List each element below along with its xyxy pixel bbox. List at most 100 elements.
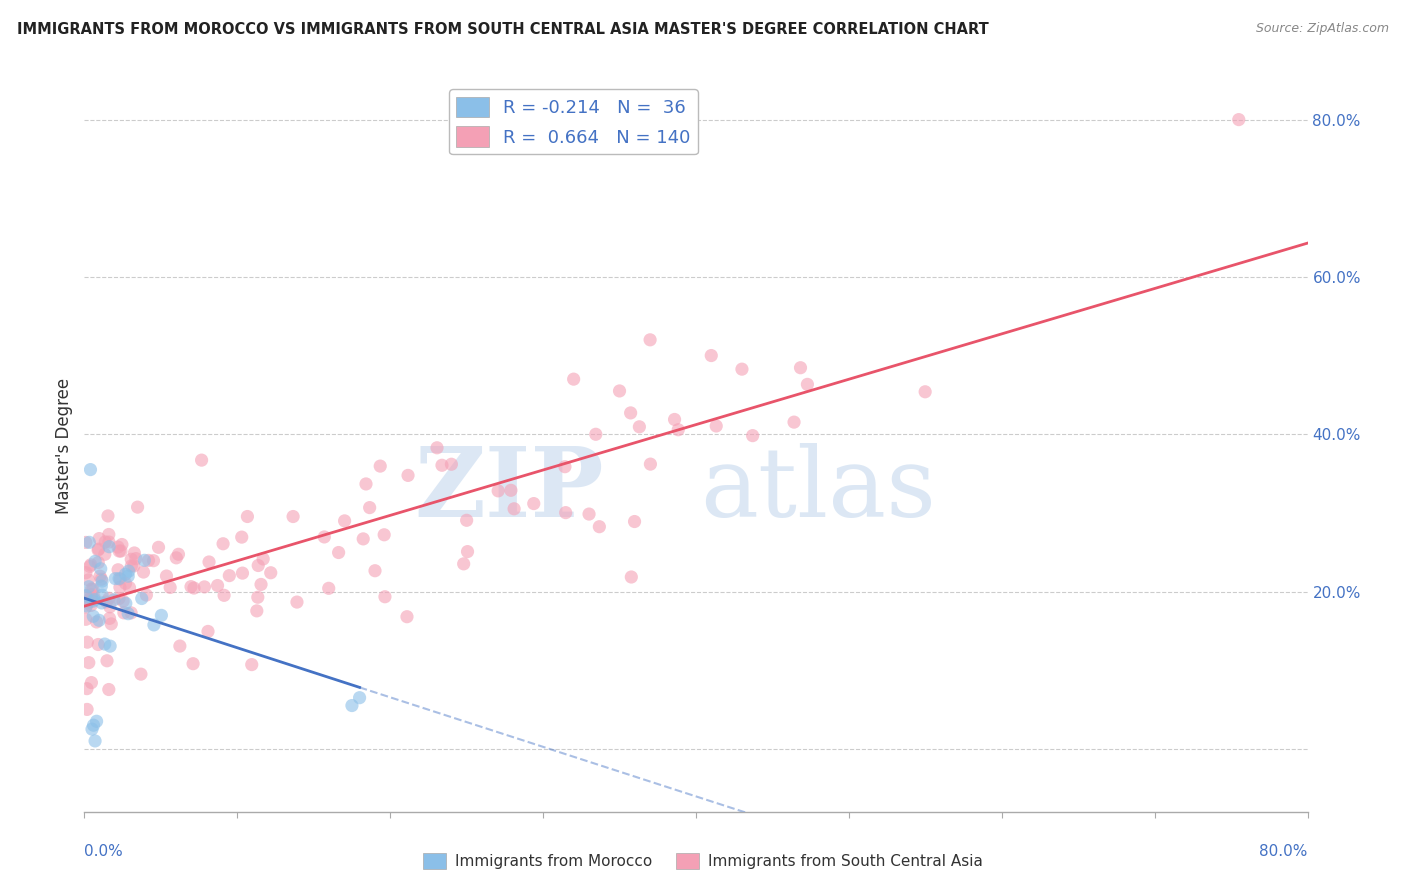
Text: IMMIGRANTS FROM MOROCCO VS IMMIGRANTS FROM SOUTH CENTRAL ASIA MASTER'S DEGREE CO: IMMIGRANTS FROM MOROCCO VS IMMIGRANTS FR… <box>17 22 988 37</box>
Point <box>120 552 142 566</box>
Point <box>456 513 478 527</box>
Point <box>80 722 103 736</box>
Point <box>112 594 135 608</box>
Point <box>314 530 336 544</box>
Point <box>440 457 463 471</box>
Point <box>340 698 363 713</box>
Point <box>628 419 651 434</box>
Point <box>79 595 101 609</box>
Point <box>97 527 120 541</box>
Point <box>87 613 110 627</box>
Point <box>620 406 643 420</box>
Point <box>87 542 110 557</box>
Point <box>609 384 631 398</box>
Point <box>285 595 308 609</box>
Point <box>80 582 103 596</box>
Point <box>585 427 607 442</box>
Point <box>80 675 103 690</box>
Point <box>87 556 110 570</box>
Point <box>167 547 190 561</box>
Point <box>94 535 117 549</box>
Point <box>349 690 371 705</box>
Point <box>75 589 97 603</box>
Point <box>588 519 610 533</box>
Point <box>108 572 131 586</box>
Point <box>1227 112 1250 127</box>
Point <box>207 578 229 592</box>
Point <box>374 590 396 604</box>
Point <box>165 550 187 565</box>
Point <box>129 667 152 681</box>
Point <box>148 541 170 555</box>
Point <box>426 441 449 455</box>
Point <box>79 559 101 574</box>
Point <box>97 682 120 697</box>
Point <box>97 591 120 606</box>
Point <box>783 415 806 429</box>
Point <box>246 604 269 618</box>
Point <box>212 588 235 602</box>
Point <box>117 607 139 621</box>
Point <box>97 508 120 523</box>
Point <box>181 657 204 671</box>
Point <box>354 477 377 491</box>
Point <box>396 468 419 483</box>
Point <box>89 532 111 546</box>
Point <box>80 588 103 602</box>
Point <box>180 580 202 594</box>
Point <box>364 564 387 578</box>
Point <box>395 609 418 624</box>
Point <box>112 606 135 620</box>
Point <box>110 544 132 558</box>
Point <box>82 609 104 624</box>
Point <box>197 624 219 639</box>
Point <box>789 360 811 375</box>
Point <box>373 528 395 542</box>
Point <box>122 558 145 573</box>
Point <box>741 428 763 442</box>
Point <box>104 572 127 586</box>
Point <box>110 572 132 586</box>
Point <box>120 558 142 573</box>
Point <box>218 568 240 582</box>
Point <box>240 657 263 672</box>
Point <box>80 599 103 613</box>
Point <box>252 552 274 566</box>
Point <box>638 333 661 347</box>
Y-axis label: Master's Degree: Master's Degree <box>55 378 73 514</box>
Point <box>453 557 475 571</box>
Point <box>666 423 689 437</box>
Point <box>430 458 453 473</box>
Point <box>640 457 662 471</box>
Point <box>124 546 146 560</box>
Point <box>83 590 105 604</box>
Point <box>503 501 526 516</box>
Point <box>499 483 522 498</box>
Point <box>75 535 97 549</box>
Point <box>554 506 576 520</box>
Point <box>75 599 97 613</box>
Point <box>368 459 391 474</box>
Point <box>246 591 269 605</box>
Point <box>333 514 356 528</box>
Point <box>132 565 155 579</box>
Point <box>86 615 108 629</box>
Point <box>98 611 121 625</box>
Point <box>76 589 98 603</box>
Point <box>90 572 112 586</box>
Point <box>94 547 117 561</box>
Point <box>98 540 121 554</box>
Point <box>328 545 350 559</box>
Point <box>91 588 114 602</box>
Point <box>80 558 103 572</box>
Point <box>236 509 259 524</box>
Point <box>523 497 546 511</box>
Point <box>79 591 101 606</box>
Text: atlas: atlas <box>700 443 936 537</box>
Point <box>111 537 134 551</box>
Point <box>108 591 131 606</box>
Point <box>183 581 205 595</box>
Point <box>97 535 120 549</box>
Text: 0.0%: 0.0% <box>84 845 124 859</box>
Text: Source: ZipAtlas.com: Source: ZipAtlas.com <box>1256 22 1389 36</box>
